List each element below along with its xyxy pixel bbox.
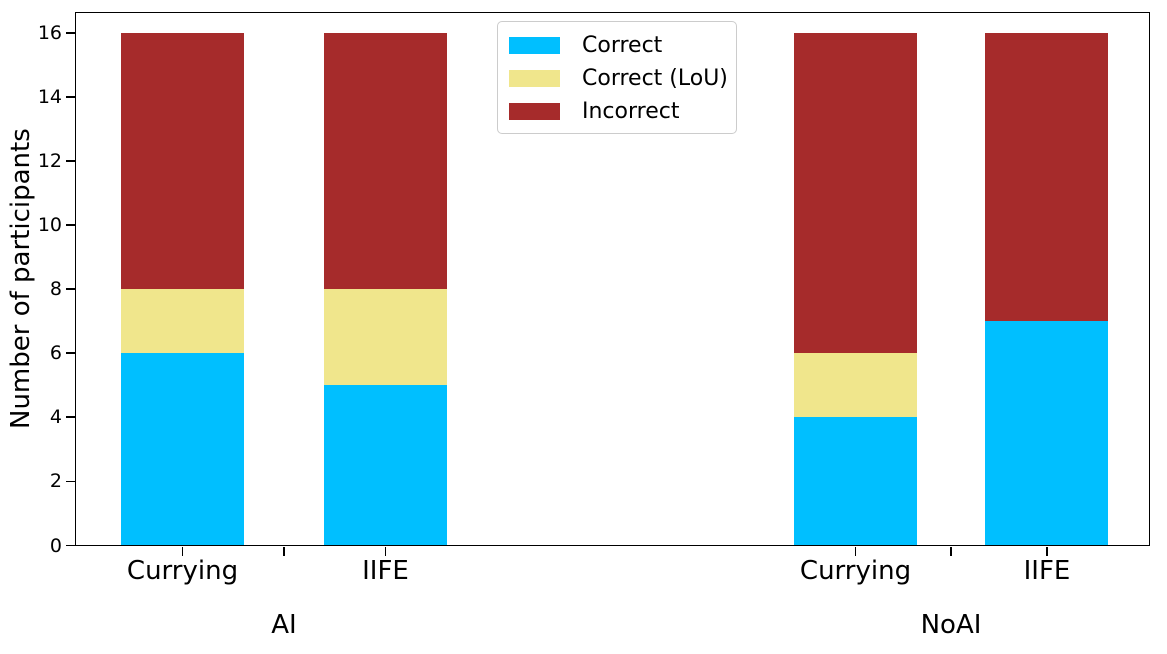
bar-segment-correct [794,416,917,545]
y-tick-label: 4 [49,406,62,429]
y-tick-mark [66,288,75,291]
x-tick-mark [283,546,285,556]
y-tick-label: 14 [37,86,62,109]
bar-segment-incorrect [794,32,917,353]
bar-segment-incorrect [985,32,1108,321]
legend-swatch-correct [509,37,560,54]
group-label: AI [271,610,297,640]
x-tick-label: Currying [799,556,912,586]
x-tick-mark [1046,546,1048,556]
y-tick-label: 2 [49,470,62,493]
bar-segment-correct [324,384,447,545]
y-tick-mark [66,32,75,34]
x-tick-mark [384,546,387,556]
plot-area: Correct Correct (LoU) Incorrect [75,12,1150,546]
bar-segment-correct-lou [794,352,917,417]
y-tick-mark [66,480,75,483]
legend-label: Correct (LoU) [582,66,728,91]
y-tick-label: 10 [37,214,62,237]
y-tick-label: 0 [49,534,62,557]
x-tick-mark [181,546,184,556]
legend-entry: Correct (LoU) [498,62,736,95]
legend-swatch-incorrect [509,103,560,120]
bar-segment-correct [121,352,244,545]
x-tick-label: IIFE [362,556,409,586]
y-tick-mark [66,544,75,547]
y-tick-label: 6 [49,342,62,365]
bar-segment-correct-lou [121,288,244,353]
legend-swatch-correct-lou [509,70,560,87]
y-tick-mark [66,416,75,419]
bar-segment-correct [985,320,1108,545]
x-tick-label: IIFE [1023,556,1071,586]
y-tick-label: 16 [37,22,62,45]
bar-segment-incorrect [324,32,447,289]
legend-entry: Incorrect [498,95,736,128]
y-tick-label: 12 [37,150,62,173]
group-label: NoAI [920,610,982,640]
legend-label: Correct [582,33,663,58]
x-tick-mark [950,546,952,556]
bar-segment-incorrect [121,32,244,289]
y-tick-mark [66,224,75,227]
legend: Correct Correct (LoU) Incorrect [497,21,737,134]
y-tick-mark [66,352,75,355]
x-tick-mark [854,546,857,556]
bar-segment-correct-lou [324,288,447,385]
y-tick-label: 8 [49,278,62,301]
legend-entry: Correct [498,29,736,62]
x-tick-label: Currying [126,556,239,586]
legend-label: Incorrect [582,99,680,124]
y-tick-mark [66,96,75,98]
y-tick-mark [66,160,75,163]
